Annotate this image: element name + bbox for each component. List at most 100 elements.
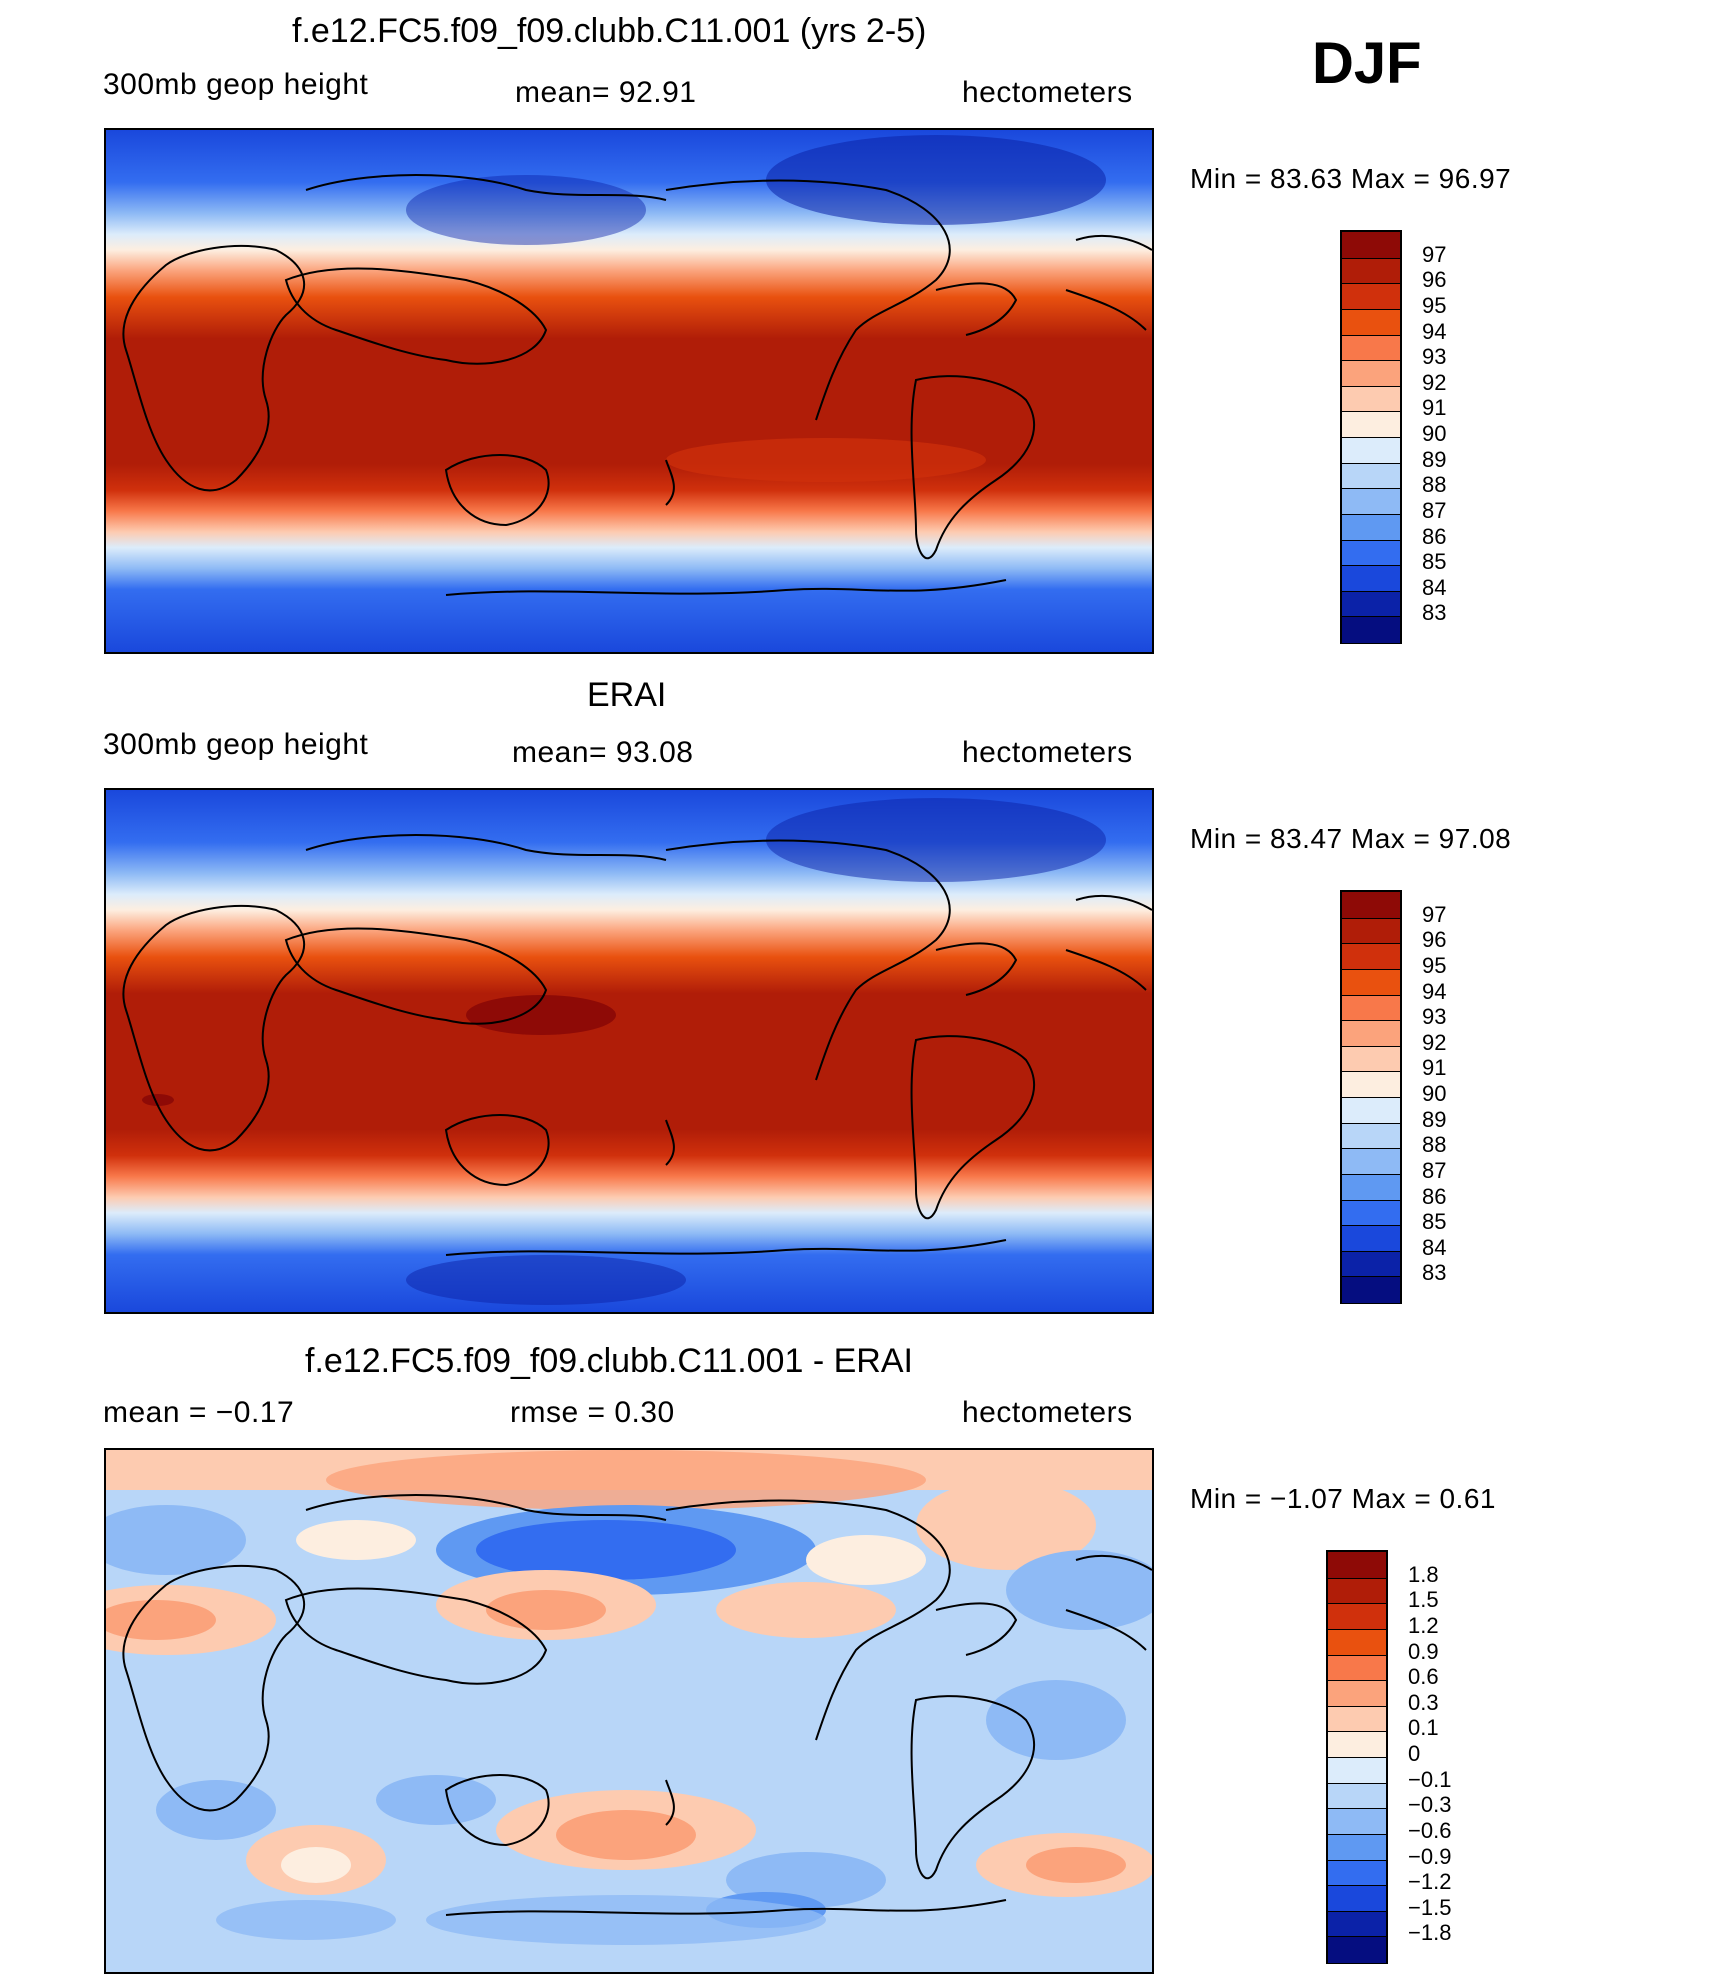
- colorbar-tick-label: 87: [1422, 1157, 1447, 1183]
- panel2-minmax: Min = 83.47 Max = 97.08: [1190, 823, 1512, 854]
- panel3-rmse-label: rmse = 0.30: [510, 1396, 675, 1429]
- colorbar-swatch: [1328, 1910, 1386, 1938]
- panel3-colorbar: [1326, 1550, 1388, 1964]
- colorbar-tick-label: 1.2: [1408, 1612, 1439, 1638]
- panel1-contour-field: [106, 130, 1152, 652]
- colorbar-swatch: [1342, 232, 1400, 258]
- colorbar-swatch: [1342, 565, 1400, 592]
- colorbar-swatch: [1328, 1885, 1386, 1912]
- panel2-title: ERAI: [587, 676, 667, 714]
- panel3-title: f.e12.FC5.f09_f09.clubb.C11.001 - ERAI: [305, 1342, 913, 1380]
- panel3-mean-label: mean = −0.17: [103, 1396, 295, 1429]
- panel3-units-label: hectometers: [962, 1396, 1133, 1429]
- colorbar-tick-label: 84: [1422, 1234, 1447, 1260]
- colorbar-swatch: [1342, 1199, 1400, 1227]
- colorbar-swatch: [1342, 283, 1400, 310]
- colorbar-tick-label: 94: [1422, 978, 1447, 1004]
- colorbar-tick-label: 97: [1422, 901, 1447, 927]
- panel2-mean-label: mean= 93.08: [512, 736, 694, 769]
- colorbar-swatch: [1342, 590, 1400, 618]
- colorbar-swatch: [1342, 1276, 1400, 1303]
- colorbar-tick-label: 93: [1422, 344, 1447, 370]
- colorbar-swatch: [1342, 616, 1400, 643]
- panel1-variable-label: 300mb geop height: [103, 68, 369, 101]
- panel1-coastlines: [122, 174, 1152, 596]
- panel3-map: [104, 1448, 1154, 1974]
- colorbar-swatch: [1342, 1045, 1400, 1073]
- colorbar-swatch: [1328, 1577, 1386, 1605]
- colorbar-swatch: [1342, 539, 1400, 567]
- colorbar-swatch: [1328, 1808, 1386, 1835]
- colorbar-swatch: [1342, 1097, 1400, 1124]
- colorbar-tick-label: 0.1: [1408, 1715, 1439, 1741]
- colorbar-tick-label: 94: [1422, 318, 1447, 344]
- colorbar-swatch: [1342, 1071, 1400, 1098]
- panel1-minmax: Min = 83.63 Max = 96.97: [1190, 163, 1512, 194]
- colorbar-swatch: [1328, 1833, 1386, 1861]
- panel2-variable-label: 300mb geop height: [103, 728, 369, 761]
- colorbar-tick-label: 0: [1408, 1741, 1421, 1766]
- panel3-contour-field: [106, 1450, 1152, 1972]
- colorbar-tick-label: 83: [1422, 1260, 1447, 1286]
- colorbar-swatch: [1342, 257, 1400, 285]
- colorbar-tick-label: 91: [1422, 395, 1447, 421]
- colorbar-tick-label: 84: [1422, 574, 1447, 600]
- colorbar-swatch: [1328, 1705, 1386, 1733]
- colorbar-swatch: [1328, 1936, 1386, 1963]
- colorbar-tick-label: −0.3: [1408, 1792, 1452, 1818]
- panel2-map: [104, 788, 1154, 1314]
- colorbar-swatch: [1342, 308, 1400, 336]
- colorbar-swatch: [1342, 1020, 1400, 1047]
- colorbar-tick-label: 0.9: [1408, 1638, 1439, 1664]
- colorbar-tick-label: 86: [1422, 523, 1447, 549]
- colorbar-tick-label: 92: [1422, 369, 1447, 395]
- colorbar-swatch: [1328, 1680, 1386, 1707]
- colorbar-swatch: [1342, 892, 1400, 918]
- colorbar-swatch: [1342, 360, 1400, 387]
- season-label: DJF: [1312, 31, 1422, 96]
- colorbar-tick-label: 97: [1422, 241, 1447, 267]
- colorbar-tick-label: 88: [1422, 1132, 1447, 1158]
- colorbar-swatch: [1342, 1250, 1400, 1278]
- colorbar-swatch: [1342, 437, 1400, 464]
- colorbar-tick-label: 88: [1422, 472, 1447, 498]
- colorbar-swatch: [1342, 917, 1400, 945]
- colorbar-tick-label: 1.5: [1408, 1587, 1439, 1613]
- colorbar-tick-label: 89: [1422, 1106, 1447, 1132]
- panel1-mean-label: mean= 92.91: [515, 76, 697, 109]
- colorbar-tick-label: −1.5: [1408, 1894, 1452, 1920]
- panel1-colorbar: [1340, 230, 1402, 644]
- colorbar-tick-label: 93: [1422, 1004, 1447, 1030]
- colorbar-swatch: [1342, 385, 1400, 413]
- colorbar-tick-label: −0.1: [1408, 1766, 1452, 1792]
- colorbar-tick-label: 92: [1422, 1029, 1447, 1055]
- colorbar-swatch: [1328, 1552, 1386, 1578]
- colorbar-tick-label: 89: [1422, 446, 1447, 472]
- colorbar-tick-label: 87: [1422, 497, 1447, 523]
- colorbar-swatch: [1328, 1603, 1386, 1630]
- colorbar-tick-label: 95: [1422, 292, 1447, 318]
- panel2-units-label: hectometers: [962, 736, 1133, 769]
- panel1-title: f.e12.FC5.f09_f09.clubb.C11.001 (yrs 2-5…: [292, 12, 927, 50]
- colorbar-swatch: [1342, 513, 1400, 541]
- colorbar-swatch: [1342, 411, 1400, 438]
- colorbar-swatch: [1342, 334, 1400, 362]
- colorbar-tick-label: 96: [1422, 927, 1447, 953]
- colorbar-tick-label: 0.6: [1408, 1664, 1439, 1690]
- colorbar-tick-label: −1.2: [1408, 1869, 1452, 1895]
- colorbar-tick-label: −0.6: [1408, 1817, 1452, 1843]
- colorbar-swatch: [1328, 1731, 1386, 1758]
- colorbar-swatch: [1342, 1173, 1400, 1201]
- colorbar-swatch: [1342, 1225, 1400, 1252]
- panel3-minmax: Min = −1.07 Max = 0.61: [1190, 1483, 1496, 1514]
- colorbar-tick-label: 85: [1422, 1209, 1447, 1235]
- colorbar-swatch: [1342, 1148, 1400, 1175]
- colorbar-swatch: [1328, 1757, 1386, 1784]
- colorbar-tick-label: 90: [1422, 421, 1447, 446]
- colorbar-swatch: [1328, 1654, 1386, 1682]
- colorbar-swatch: [1342, 994, 1400, 1022]
- colorbar-tick-label: 0.3: [1408, 1689, 1439, 1715]
- colorbar-swatch: [1342, 462, 1400, 490]
- colorbar-tick-label: 85: [1422, 549, 1447, 575]
- colorbar-tick-label: 96: [1422, 267, 1447, 293]
